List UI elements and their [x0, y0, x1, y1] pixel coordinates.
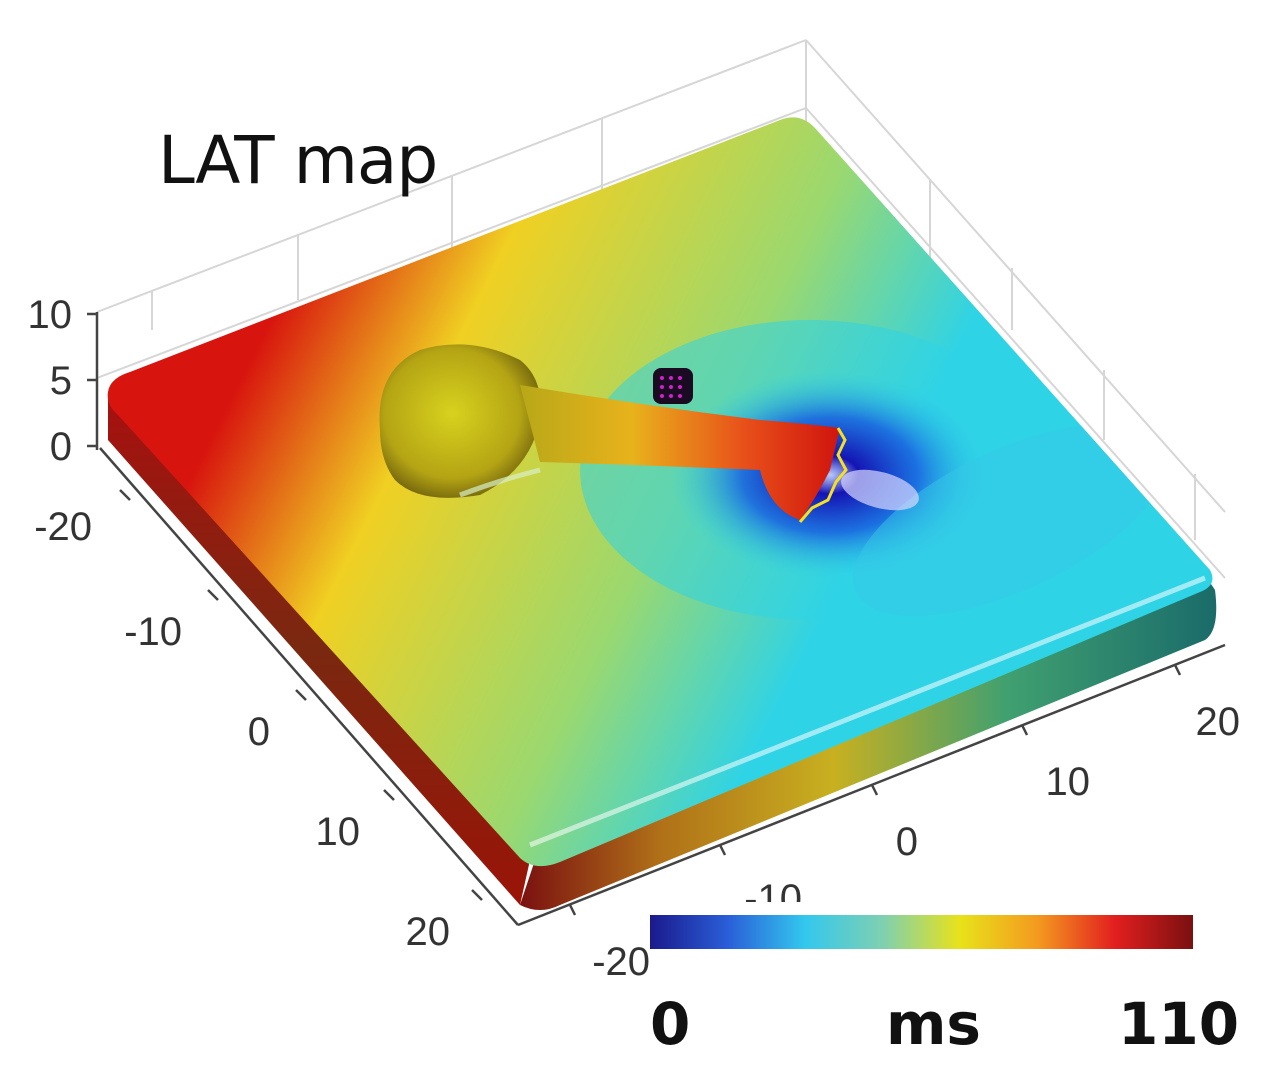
- z-tick-0: 10: [28, 293, 73, 337]
- x-tick-2: 0: [896, 820, 918, 864]
- colorbar: [650, 915, 1193, 949]
- electrode-marker: [653, 368, 693, 404]
- x-tick-4: -20: [592, 940, 650, 984]
- colorbar-max-label: 110: [1118, 990, 1240, 1058]
- y-tick-1: -10: [124, 610, 182, 654]
- z-tick-1: 5: [50, 359, 72, 403]
- x-tick-0: 20: [1196, 700, 1241, 744]
- chart-title: LAT map: [158, 122, 438, 199]
- y-tick-4: 20: [406, 910, 451, 954]
- y-tick-0: -20: [34, 505, 92, 549]
- y-axis: [99, 447, 519, 926]
- z-tick-2: 0: [50, 425, 72, 469]
- slab-rim-highlight: [529, 575, 1206, 848]
- slab-left-edge: [108, 392, 530, 905]
- z-axis: [87, 312, 99, 450]
- x-axis: [517, 643, 1226, 927]
- axes-box: [96, 39, 1226, 579]
- colorbar-unit-label: ms: [886, 990, 981, 1058]
- colorbar-min-label: 0: [650, 990, 691, 1058]
- z-tick-labels: 10 5 0: [28, 293, 73, 469]
- slab-front-edge: [520, 575, 1217, 910]
- isthmus-obstacle: [379, 344, 848, 523]
- x-tick-1: 10: [1046, 760, 1091, 804]
- y-tick-2: 0: [248, 710, 270, 754]
- y-tick-labels: -20 -10 0 10 20: [34, 505, 450, 954]
- y-tick-3: 10: [316, 810, 361, 854]
- activation-pattern: [580, 320, 1167, 620]
